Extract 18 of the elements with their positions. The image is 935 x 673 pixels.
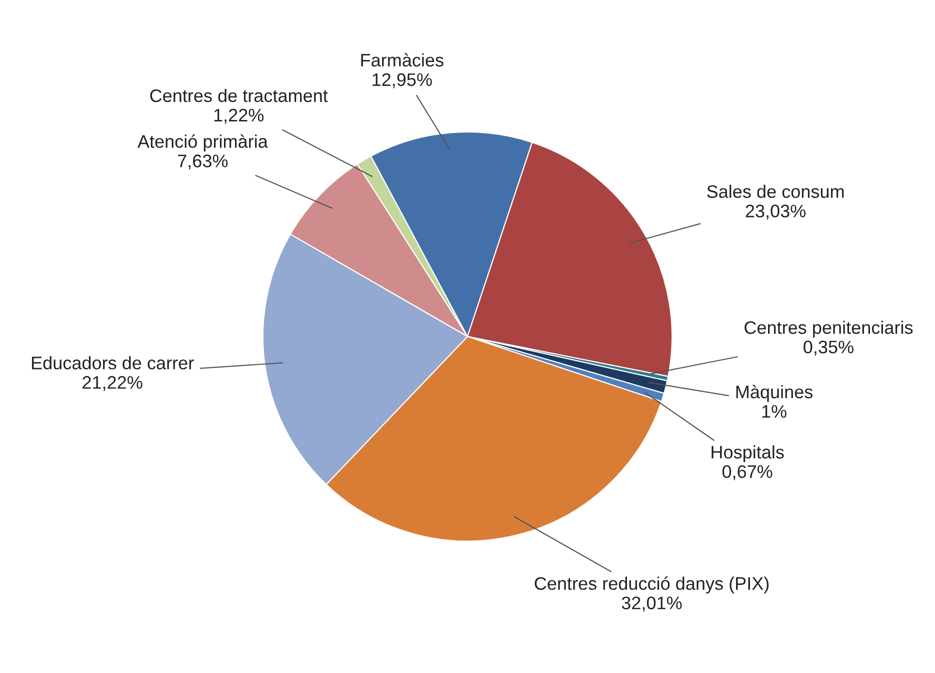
data-label: 7,63% [178, 154, 228, 170]
data-label: 23,03% [746, 204, 806, 220]
slice-label: Centres penitenciaris [744, 320, 913, 338]
slice-label: Hospitals [712, 445, 784, 462]
slice-label: Atenció primària [137, 134, 268, 152]
data-label: 21,22% [82, 376, 142, 391]
data-label: 1% [762, 405, 786, 418]
data-label: 0,35% [804, 340, 854, 356]
slice-label: Centres reducció danys (PIX) [534, 576, 769, 594]
data-label: 32,01% [622, 596, 682, 612]
data-label: 1,22% [214, 108, 264, 124]
slice-label: Màquines [736, 384, 813, 402]
slice-label: Farmàcies [361, 53, 444, 67]
slice-label: Sales de consum [707, 184, 844, 198]
slice-label: Centres de tractament [150, 88, 328, 102]
data-label: 12,95% [372, 73, 432, 88]
data-label: 0,67% [722, 465, 772, 480]
slice-label: Educadors de carrer [32, 356, 194, 370]
